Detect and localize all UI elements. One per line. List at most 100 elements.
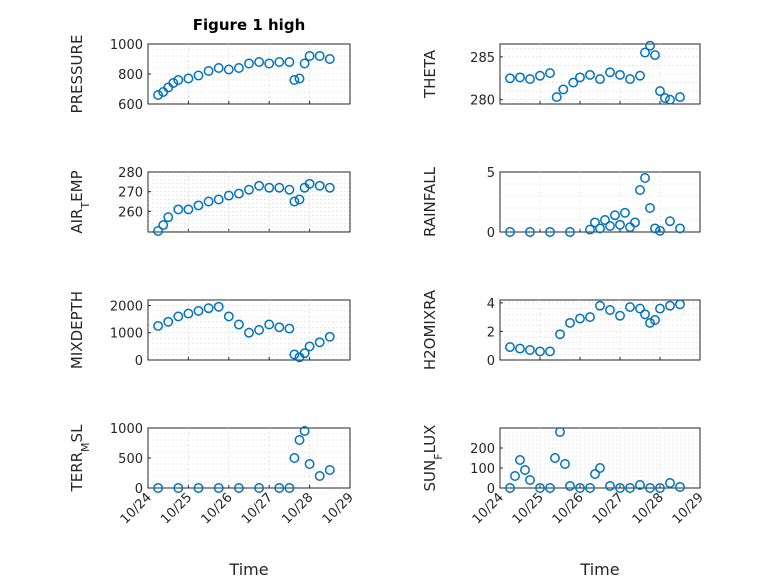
x-tick-label: 10/28 xyxy=(279,490,316,527)
plot-area xyxy=(147,171,351,233)
data-point xyxy=(595,463,605,473)
data-point xyxy=(510,471,520,481)
data-point xyxy=(264,58,275,69)
data-point xyxy=(274,483,285,493)
data-point xyxy=(153,90,164,100)
chart-panel: 0 2 4 H2OMIXRA xyxy=(421,289,701,370)
data-point xyxy=(294,435,305,445)
y-tick-label: 2 xyxy=(487,325,495,340)
data-point xyxy=(264,319,275,330)
data-point xyxy=(193,305,204,316)
data-point xyxy=(304,51,315,61)
y-axis-label-part: SL xyxy=(68,424,86,443)
data-point xyxy=(244,58,254,69)
data-point xyxy=(284,323,295,334)
y-tick-label: 100 xyxy=(470,462,495,477)
data-point xyxy=(605,305,615,315)
data-point xyxy=(294,194,305,205)
figure-title: Figure 1 high xyxy=(193,16,306,34)
data-point xyxy=(314,51,325,61)
x-tick-label: 10/29 xyxy=(320,490,357,527)
data-point xyxy=(183,204,194,215)
data-point xyxy=(585,483,595,493)
data-point xyxy=(615,310,625,321)
data-point xyxy=(203,303,214,314)
data-point xyxy=(183,308,194,319)
data-point xyxy=(505,483,515,493)
data-point xyxy=(575,72,585,83)
y-tick-label: 2000 xyxy=(110,299,143,314)
data-point xyxy=(575,313,585,324)
y-tick-label: 270 xyxy=(118,186,143,201)
data-point xyxy=(625,302,635,313)
y-axis-label-subscript: F xyxy=(432,453,445,459)
data-point xyxy=(535,70,545,81)
x-tick-label: 10/27 xyxy=(590,490,627,527)
data-point xyxy=(264,182,275,193)
data-point xyxy=(274,322,285,333)
data-point xyxy=(324,465,335,475)
data-point xyxy=(605,221,615,231)
y-axis-label: MIXDEPTH xyxy=(68,291,86,369)
data-point xyxy=(558,84,569,95)
data-point xyxy=(213,301,224,312)
y-tick-label: 1000 xyxy=(110,327,143,342)
data-point xyxy=(610,210,620,221)
y-tick-label: 600 xyxy=(118,98,143,113)
y-axis-label: SUNFLUX xyxy=(421,425,445,492)
data-point xyxy=(324,331,335,342)
data-point xyxy=(620,207,630,218)
y-axis-label-subscript: T xyxy=(79,202,92,210)
data-point xyxy=(254,180,265,191)
data-point xyxy=(515,343,525,354)
x-axis-label: Time xyxy=(228,560,268,579)
data-point xyxy=(575,483,585,493)
data-point xyxy=(555,329,565,340)
x-tick-label: 10/25 xyxy=(158,490,195,527)
data-point xyxy=(560,459,570,469)
data-point xyxy=(163,212,174,223)
data-point xyxy=(223,64,234,75)
data-point xyxy=(645,203,655,213)
data-point xyxy=(605,481,615,491)
data-point xyxy=(289,453,300,463)
data-point xyxy=(233,188,244,199)
data-point xyxy=(585,69,595,80)
y-axis-label: THETA xyxy=(421,49,439,99)
data-point xyxy=(645,40,655,51)
y-tick-label: 1000 xyxy=(110,38,143,53)
data-point xyxy=(244,327,254,338)
data-point xyxy=(655,483,665,493)
x-tick-label: 10/28 xyxy=(630,490,667,527)
y-tick-label: 200 xyxy=(470,442,495,457)
data-point xyxy=(173,483,184,493)
data-point xyxy=(505,227,515,237)
data-point xyxy=(595,223,605,234)
y-axis-label-part: LUX xyxy=(421,425,439,454)
data-point xyxy=(635,303,645,314)
x-tick-label: 10/27 xyxy=(239,490,276,527)
data-point xyxy=(505,342,515,353)
data-point xyxy=(324,182,335,193)
y-axis-label: TERRMSL xyxy=(68,424,92,493)
y-axis-label: AIRTEMP xyxy=(68,170,92,233)
data-point xyxy=(655,303,665,314)
x-tick-label: 10/25 xyxy=(510,490,547,527)
data-point xyxy=(520,465,530,475)
data-point xyxy=(565,317,575,328)
data-point xyxy=(650,315,660,325)
y-tick-label: 0 xyxy=(487,226,495,241)
data-point xyxy=(595,74,605,85)
data-point xyxy=(655,86,665,97)
data-point xyxy=(665,478,675,488)
data-point xyxy=(223,190,234,201)
data-point xyxy=(555,427,565,437)
data-point xyxy=(551,92,562,103)
data-point xyxy=(183,73,194,84)
x-tick-label: 10/29 xyxy=(670,490,707,527)
data-point xyxy=(590,469,600,479)
data-point xyxy=(505,73,515,84)
data-point xyxy=(213,63,224,73)
data-point xyxy=(635,70,645,81)
data-point xyxy=(274,182,285,193)
